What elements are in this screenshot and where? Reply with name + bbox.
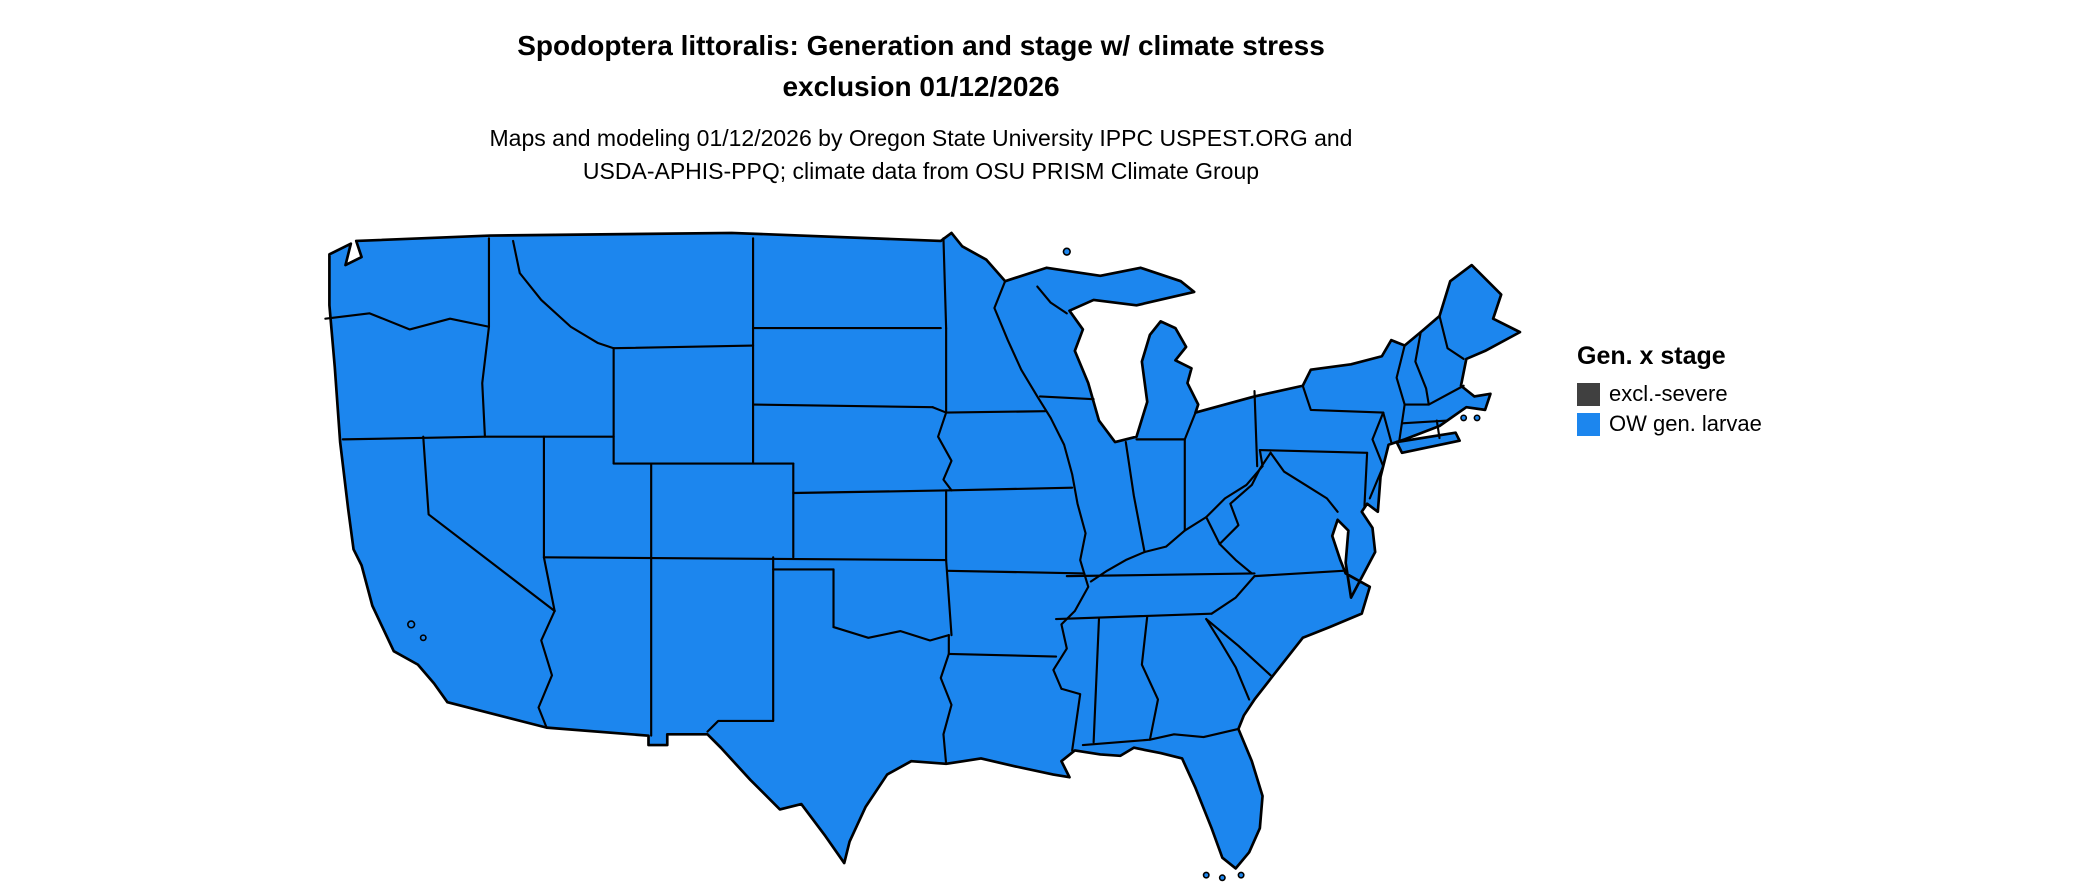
border-al-ga [1140, 615, 1160, 741]
border-id-mt [512, 239, 615, 350]
border-la-ms [1060, 687, 1082, 752]
legend-item-excl-severe: excl.-severe [1577, 381, 1762, 407]
border-vt-nh [1414, 331, 1430, 406]
border-wv-va [1218, 451, 1272, 546]
border-il-in [1124, 440, 1146, 554]
border-mi-in-oh [1135, 411, 1197, 441]
border-nh-me [1438, 314, 1465, 361]
coastal-islands [407, 247, 1481, 882]
legend-swatch-ow-gen-larvae [1577, 412, 1600, 436]
border-sd-ne [751, 403, 934, 409]
border-oh-pa [1253, 390, 1259, 468]
marthas-vineyard-island [1473, 414, 1481, 422]
us-landmass [328, 231, 1522, 870]
border-mn-ia [945, 410, 1047, 414]
border-or-id [481, 325, 491, 438]
border-ia-mo [950, 486, 1074, 492]
border-ca-nv [422, 435, 556, 613]
florida-key [1237, 871, 1245, 879]
border-42nd-parallel [341, 435, 615, 441]
isle-royale-island [1062, 247, 1071, 256]
border-nd-mn-red-river [942, 237, 948, 330]
border-va-nc [1253, 569, 1345, 578]
border-wv-panhandle [1258, 449, 1264, 468]
border-red-river [832, 626, 950, 642]
border-wv-ky [1205, 516, 1221, 546]
border-tn-nc [1210, 575, 1256, 615]
legend-title: Gen. x stage [1577, 342, 1726, 370]
florida-key [1218, 874, 1226, 882]
border-ma-north [1403, 384, 1465, 406]
border-ar-la [947, 652, 1058, 658]
legend-label-excl-severe: excl.-severe [1609, 381, 1728, 406]
border-fl-north [1081, 727, 1240, 747]
us-map [316, 222, 1528, 882]
border-ne-ia-missouri-river [931, 406, 953, 492]
state-boundaries [324, 237, 1465, 765]
border-ky-va [1218, 542, 1253, 575]
map-subtitle-line2: USDA-APHIS-PPQ; climate data from OSU PR… [582, 158, 1260, 185]
legend: Gen. x stage excl.-severe OW gen. larvae [1577, 342, 1762, 441]
channel-island [407, 620, 416, 629]
border-ms-al [1092, 617, 1101, 744]
border-wi-il [1038, 395, 1095, 401]
us-map-svg [324, 231, 1522, 882]
border-nc-sc [1205, 617, 1272, 677]
map-title-line2: exclusion 01/12/2026 [782, 70, 1060, 102]
border-az-ca [537, 609, 556, 729]
border-tx-east-sabine [939, 634, 953, 765]
border-37th-parallel [542, 556, 948, 562]
border-tn-south [1054, 612, 1213, 621]
border-ga-sc [1205, 617, 1251, 701]
legend-item-ow-gen-larvae: OW gen. larvae [1577, 411, 1762, 437]
border-ne-ks [792, 489, 953, 495]
long-island [1395, 431, 1461, 455]
border-ok-east [945, 558, 953, 637]
border-ohio-river [1089, 465, 1264, 583]
border-pa-nj-delaware-river [1368, 411, 1385, 500]
nantucket-island [1460, 414, 1468, 422]
border-pa-ny [1301, 384, 1385, 414]
border-mo-ar [946, 569, 1086, 575]
border-nm-tx-south [706, 719, 775, 733]
border-pa-md [1258, 449, 1369, 454]
border-ny-nj [1382, 411, 1393, 444]
legend-swatch-excl-severe [1577, 382, 1600, 406]
border-nv-az [542, 556, 556, 613]
border-tn-ky [1065, 572, 1256, 578]
map-title-line1: Spodoptera littoralis: Generation and st… [517, 30, 1325, 61]
border-mt-wy [612, 344, 755, 350]
border-ct-ri [1435, 419, 1441, 440]
border-md-de [1363, 451, 1369, 508]
map-title: Spodoptera littoralis: Generation and st… [517, 26, 1325, 107]
border-wa-or [324, 312, 491, 331]
border-mississippi-river [993, 280, 1090, 690]
border-ma-south [1400, 419, 1449, 425]
channel-island [419, 634, 427, 642]
border-potomac [1269, 451, 1339, 513]
map-subtitle: Maps and modeling 01/12/2026 by Oregon S… [490, 122, 1353, 189]
map-subtitle-line1: Maps and modeling 01/12/2026 by Oregon S… [489, 125, 1353, 151]
florida-key [1202, 871, 1210, 879]
border-wi-mi [1036, 285, 1068, 315]
legend-label-ow-gen-larvae: OW gen. larvae [1609, 411, 1762, 436]
